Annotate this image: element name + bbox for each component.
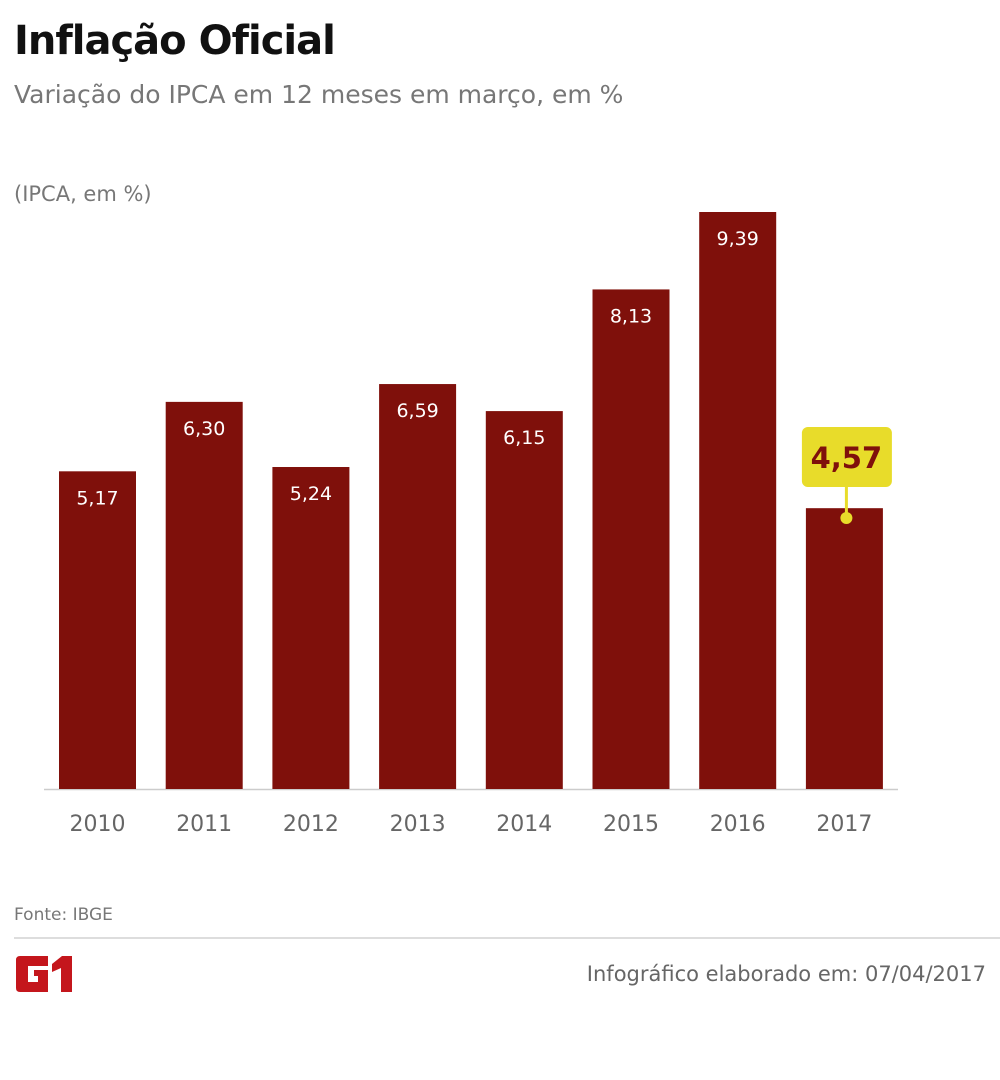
- bar-chart: 2010 5,17 2011 6,30 2012 5,24 2013 6,59 2014 6,15…: [44, 212, 898, 837]
- highlight-label-box: [801, 427, 892, 487]
- g1-logo: [16, 956, 72, 992]
- x-tick-label: 2010: [70, 812, 126, 837]
- chart-title: Inflação Oficial: [14, 18, 336, 64]
- bar-2015: [592, 289, 670, 789]
- x-tick-label: 2017: [816, 812, 872, 837]
- bar-2017: [805, 508, 883, 789]
- data-label: 6,59: [396, 400, 438, 422]
- y-axis-label: (IPCA, em %): [14, 182, 152, 206]
- x-tick-label: 2011: [176, 812, 232, 837]
- credit-text: Infográfico elaborado em: 07/04/2017: [586, 962, 986, 986]
- bar-2016: [699, 212, 777, 789]
- x-tick-label: 2014: [496, 812, 552, 837]
- x-tick-label: 2015: [603, 812, 659, 837]
- bar-2012: [272, 467, 350, 789]
- data-label: 5,17: [76, 487, 118, 509]
- chart-subtitle: Variação do IPCA em 12 meses em março, e…: [14, 80, 624, 109]
- data-label: 6,30: [183, 418, 225, 440]
- x-tick-label: 2016: [710, 812, 766, 837]
- data-label: 6,15: [503, 427, 545, 449]
- callout-dot: [840, 512, 853, 524]
- bar-2010: [59, 471, 136, 789]
- x-tick-label: 2012: [283, 812, 339, 837]
- bar-2013: [379, 384, 457, 789]
- data-label: 5,24: [290, 483, 332, 505]
- divider: [14, 937, 1000, 939]
- x-tick-label: 2013: [390, 812, 446, 837]
- data-label: 8,13: [610, 305, 652, 327]
- source-note: Fonte: IBGE: [14, 905, 113, 925]
- data-label: 9,39: [717, 228, 759, 250]
- bar-2014: [485, 411, 563, 789]
- bar-2011: [165, 401, 243, 789]
- data-label: 4,57: [811, 441, 883, 475]
